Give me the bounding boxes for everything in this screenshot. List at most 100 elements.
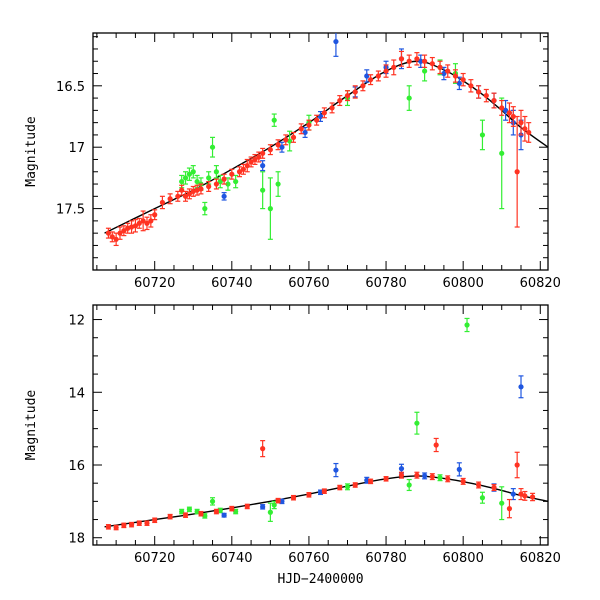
data-point — [429, 473, 435, 481]
bottom-panel: 60720 60740 60760 60780 60800 60820 12 14 16 18 Ma… — [24, 304, 561, 587]
data-point — [321, 107, 327, 119]
data-point — [475, 85, 482, 99]
data-point — [290, 494, 297, 501]
data-point — [383, 476, 389, 482]
data-point — [344, 483, 351, 491]
data-point — [314, 114, 320, 126]
data-point — [460, 477, 466, 485]
data-point — [337, 484, 343, 491]
data-point — [186, 167, 192, 181]
data-point — [275, 139, 281, 151]
data-point — [398, 463, 405, 474]
data-point — [267, 502, 273, 522]
data-point — [271, 113, 277, 127]
data-point — [317, 110, 324, 123]
data-point — [113, 524, 119, 531]
data-point — [128, 521, 135, 528]
data-layer — [104, 317, 548, 531]
data-point — [483, 88, 489, 103]
data-point — [514, 451, 520, 479]
data-point — [321, 488, 327, 494]
data-point — [179, 508, 185, 515]
data-point — [406, 54, 412, 68]
data-point — [364, 69, 370, 83]
data-point — [202, 201, 208, 216]
data-point — [221, 173, 227, 185]
data-point — [337, 95, 343, 107]
data-point — [198, 510, 204, 517]
data-point — [179, 184, 185, 196]
data-point — [217, 174, 223, 189]
data-point — [344, 90, 351, 102]
data-point — [468, 79, 474, 93]
data-point — [198, 183, 204, 195]
data-point — [437, 474, 443, 482]
data-point — [306, 492, 312, 498]
data-point — [233, 508, 239, 515]
y-tick-label: 14 — [68, 386, 85, 401]
data-point — [333, 462, 339, 478]
data-point — [105, 227, 112, 239]
data-point — [182, 190, 189, 202]
data-point — [398, 471, 405, 479]
data-point — [260, 504, 266, 510]
data-point — [136, 217, 142, 229]
data-point — [182, 512, 189, 518]
x-tick-label: 60720 — [134, 276, 175, 291]
data-point — [479, 491, 486, 504]
data-point — [275, 171, 281, 197]
data-point — [499, 97, 505, 210]
data-point — [244, 158, 250, 173]
data-point — [502, 99, 509, 121]
x-tick-label: 60820 — [520, 551, 561, 566]
data-point — [190, 165, 196, 179]
data-point — [518, 488, 524, 501]
data-point — [283, 134, 289, 146]
data-point — [221, 192, 227, 201]
data-point — [248, 156, 254, 168]
data-point — [229, 168, 235, 180]
data-point — [352, 85, 358, 99]
data-point — [306, 119, 312, 131]
x-tick-label: 60760 — [288, 276, 329, 291]
x-tick-label: 60740 — [211, 276, 252, 291]
data-point — [437, 60, 443, 75]
data-point — [475, 481, 482, 489]
data-point — [233, 174, 239, 189]
data-point — [140, 210, 146, 232]
data-point — [267, 177, 273, 240]
data-point — [229, 505, 235, 512]
data-point — [518, 109, 524, 136]
data-point — [275, 497, 281, 504]
data-point — [256, 151, 262, 163]
data-point — [333, 33, 339, 57]
data-point — [209, 497, 216, 506]
data-point — [383, 64, 389, 78]
data-point — [225, 177, 231, 191]
data-point — [290, 131, 297, 143]
data-point — [360, 80, 366, 92]
data-point — [506, 498, 513, 519]
data-point — [186, 506, 192, 513]
y-tick-label: 16.5 — [56, 80, 85, 95]
plot-frame — [92, 304, 549, 546]
data-point — [167, 513, 173, 520]
data-point — [510, 488, 516, 501]
data-point — [117, 226, 123, 240]
model-curve — [104, 60, 548, 234]
data-point — [105, 524, 112, 530]
data-point — [375, 70, 381, 82]
data-point — [244, 503, 250, 510]
data-layer — [104, 33, 548, 247]
data-point — [113, 232, 119, 247]
data-point — [109, 231, 115, 243]
data-point — [279, 498, 285, 505]
data-point — [267, 144, 273, 156]
data-point — [406, 478, 412, 492]
data-point — [136, 520, 142, 526]
data-point — [182, 171, 189, 185]
data-point — [329, 102, 335, 114]
data-point — [352, 482, 358, 488]
data-point — [206, 180, 212, 193]
